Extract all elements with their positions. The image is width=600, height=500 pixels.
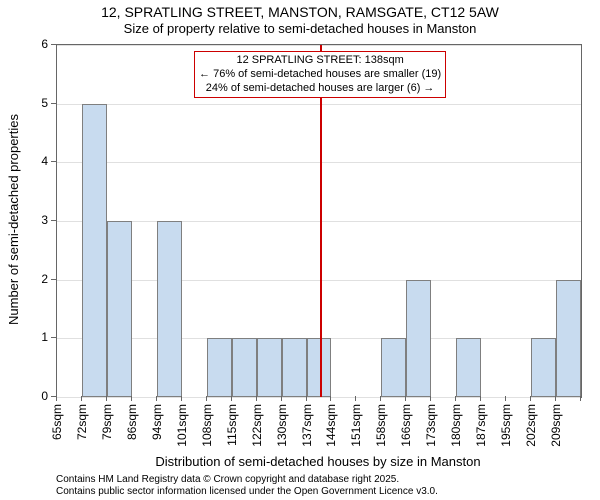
y-tick <box>51 161 56 162</box>
footer-line-2: Contains public sector information licen… <box>56 486 438 498</box>
x-tick-label: 202sqm <box>524 404 538 447</box>
gridline <box>57 397 581 398</box>
y-tick-label: 1 <box>28 330 48 344</box>
x-tick-label: 115sqm <box>225 404 239 446</box>
histogram-bar <box>531 338 556 397</box>
x-tick <box>81 396 82 401</box>
x-tick <box>106 396 107 401</box>
x-tick-label: 72sqm <box>75 404 89 440</box>
x-tick-label: 166sqm <box>399 404 413 447</box>
histogram-bar <box>381 338 406 397</box>
plot-area: 12 SPRATLING STREET: 138sqm← 76% of semi… <box>56 44 582 398</box>
x-tick <box>505 396 506 401</box>
x-tick <box>355 396 356 401</box>
x-tick-label: 151sqm <box>349 404 363 447</box>
annotation-line: 24% of semi-detached houses are larger (… <box>199 82 441 96</box>
footer-line-1: Contains HM Land Registry data © Crown c… <box>56 474 438 486</box>
histogram-bar <box>257 338 282 397</box>
x-tick <box>330 396 331 401</box>
histogram-bar <box>556 280 581 397</box>
y-tick-label: 2 <box>28 272 48 286</box>
x-tick <box>405 396 406 401</box>
histogram-bar <box>282 338 307 397</box>
x-tick-label: 130sqm <box>275 404 289 447</box>
gridline <box>57 104 581 105</box>
gridline <box>57 221 581 222</box>
x-tick-label: 173sqm <box>424 404 438 447</box>
x-tick <box>306 396 307 401</box>
y-tick-label: 5 <box>28 96 48 110</box>
histogram-bar <box>107 221 132 397</box>
x-tick-label: 187sqm <box>474 404 488 447</box>
x-tick <box>281 396 282 401</box>
chart-container: 12, SPRATLING STREET, MANSTON, RAMSGATE,… <box>0 0 600 500</box>
x-tick <box>56 396 57 401</box>
x-tick <box>430 396 431 401</box>
x-tick <box>156 396 157 401</box>
x-tick-label: 144sqm <box>324 404 338 447</box>
x-tick <box>131 396 132 401</box>
x-tick-label: 195sqm <box>499 404 513 447</box>
x-tick-label: 65sqm <box>50 404 64 440</box>
histogram-bar <box>207 338 232 397</box>
x-tick <box>580 396 581 401</box>
x-tick <box>555 396 556 401</box>
x-tick-label: 94sqm <box>150 404 164 440</box>
x-tick-label: 137sqm <box>300 404 314 447</box>
gridline <box>57 162 581 163</box>
y-axis-label: Number of semi-detached properties <box>6 44 21 396</box>
y-tick <box>51 337 56 338</box>
title-line-2: Size of property relative to semi-detach… <box>0 21 600 37</box>
x-tick <box>530 396 531 401</box>
x-tick <box>256 396 257 401</box>
y-tick-label: 3 <box>28 213 48 227</box>
histogram-bar <box>307 338 332 397</box>
y-tick-label: 4 <box>28 154 48 168</box>
histogram-bar <box>406 280 431 397</box>
title-line-1: 12, SPRATLING STREET, MANSTON, RAMSGATE,… <box>0 4 600 21</box>
x-tick <box>480 396 481 401</box>
gridline <box>57 45 581 46</box>
x-tick-label: 86sqm <box>125 404 139 440</box>
title-block: 12, SPRATLING STREET, MANSTON, RAMSGATE,… <box>0 0 600 36</box>
x-tick-label: 79sqm <box>100 404 114 440</box>
x-tick-label: 180sqm <box>449 404 463 447</box>
annotation-line: 12 SPRATLING STREET: 138sqm <box>199 54 441 68</box>
gridline <box>57 280 581 281</box>
y-tick <box>51 44 56 45</box>
y-tick <box>51 220 56 221</box>
x-tick-label: 158sqm <box>374 404 388 447</box>
x-axis-label: Distribution of semi-detached houses by … <box>56 454 580 469</box>
x-tick-label: 209sqm <box>549 404 563 447</box>
histogram-bar <box>456 338 481 397</box>
x-tick <box>455 396 456 401</box>
y-tick <box>51 103 56 104</box>
annotation-line: ← 76% of semi-detached houses are smalle… <box>199 68 441 82</box>
x-tick <box>181 396 182 401</box>
x-tick-label: 101sqm <box>175 404 189 447</box>
y-tick-label: 0 <box>28 389 48 403</box>
y-tick <box>51 279 56 280</box>
x-tick-label: 122sqm <box>250 404 264 447</box>
histogram-bar <box>82 104 107 397</box>
x-tick-label: 108sqm <box>200 404 214 447</box>
x-tick <box>231 396 232 401</box>
x-tick <box>206 396 207 401</box>
x-tick <box>380 396 381 401</box>
annotation-box: 12 SPRATLING STREET: 138sqm← 76% of semi… <box>194 51 446 98</box>
footer-attribution: Contains HM Land Registry data © Crown c… <box>56 474 438 498</box>
histogram-bar <box>157 221 182 397</box>
histogram-bar <box>232 338 257 397</box>
y-tick-label: 6 <box>28 37 48 51</box>
